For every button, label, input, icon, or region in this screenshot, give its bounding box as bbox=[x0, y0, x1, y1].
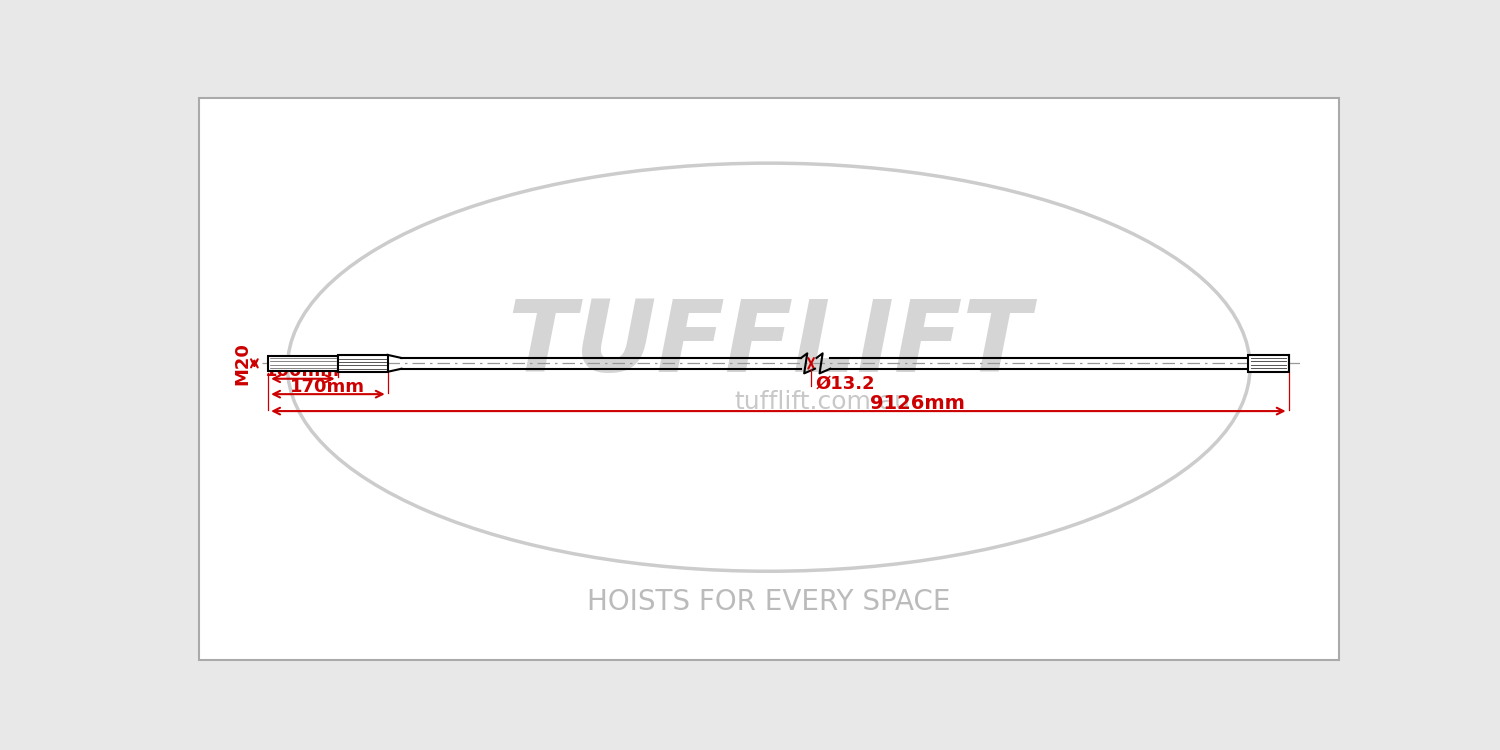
Text: 9126mm: 9126mm bbox=[870, 394, 964, 413]
Text: Ø13.2: Ø13.2 bbox=[816, 375, 876, 393]
Text: TUFFLIFT: TUFFLIFT bbox=[507, 296, 1030, 392]
FancyBboxPatch shape bbox=[200, 98, 1338, 660]
Text: M20: M20 bbox=[234, 342, 252, 385]
Bar bbox=[1248, 355, 1288, 372]
Text: HOISTS FOR EVERY SPACE: HOISTS FOR EVERY SPACE bbox=[586, 588, 951, 616]
Text: 170mm: 170mm bbox=[291, 378, 366, 396]
Text: tufflift.com.au: tufflift.com.au bbox=[735, 390, 910, 414]
Text: 100mm: 100mm bbox=[266, 362, 340, 380]
Bar bbox=[338, 355, 387, 372]
Bar bbox=[268, 356, 338, 371]
